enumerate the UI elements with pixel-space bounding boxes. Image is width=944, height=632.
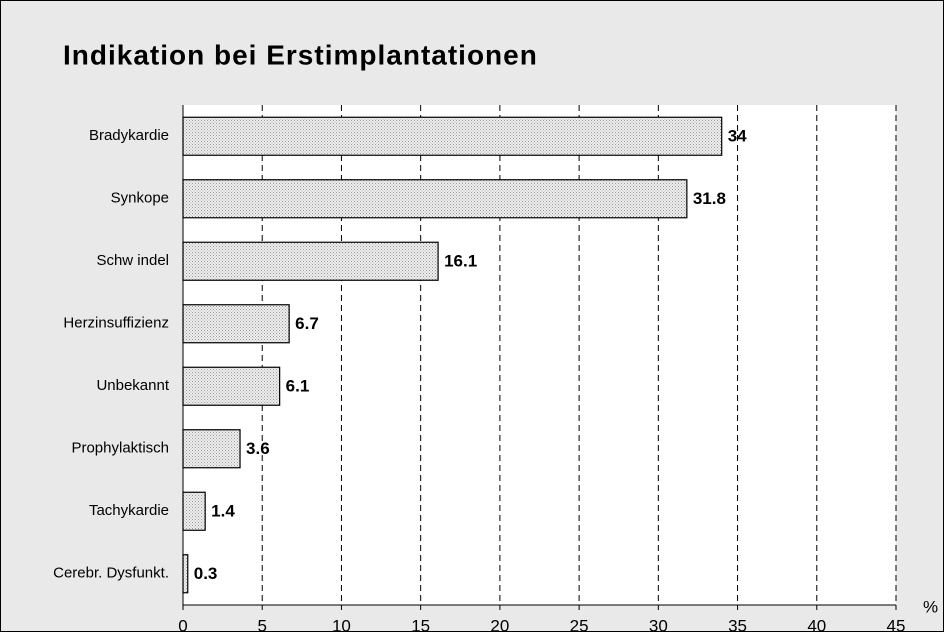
y-tick-label: Synkope: [111, 190, 169, 207]
chart-title: Indikation bei Erstimplantationen: [63, 39, 538, 70]
y-tick-label: Bradykardie: [89, 127, 169, 144]
y-tick-label: Schw indel: [96, 252, 169, 269]
bar: [182, 429, 241, 469]
bar: [182, 491, 206, 531]
x-tick-label: 5: [257, 616, 266, 632]
x-tick-label: 20: [490, 616, 509, 632]
x-tick-label: 35: [728, 616, 747, 632]
bar: [182, 554, 189, 594]
bar: [182, 241, 439, 281]
x-tick-label: 15: [411, 616, 430, 632]
value-label: 34: [728, 127, 747, 146]
value-label: 6.1: [286, 377, 310, 396]
y-tick-label: Cerebr. Dysfunkt.: [53, 565, 169, 582]
bar: [182, 366, 281, 406]
value-label: 16.1: [444, 252, 477, 271]
x-axis-label: %: [923, 597, 938, 616]
bar: [182, 304, 290, 344]
x-tick-label: 30: [649, 616, 668, 632]
value-label: 0.3: [194, 564, 218, 583]
x-tick-label: 0: [178, 616, 187, 632]
value-label: 3.6: [246, 439, 270, 458]
y-tick-label: Unbekannt: [96, 377, 169, 394]
value-label: 1.4: [211, 502, 235, 521]
x-tick-label: 10: [332, 616, 351, 632]
bar: [182, 179, 688, 219]
y-tick-label: Tachykardie: [89, 502, 169, 519]
x-tick-label: 40: [807, 616, 826, 632]
value-label: 6.7: [295, 314, 319, 333]
y-tick-label: Prophylaktisch: [71, 440, 169, 457]
bar: [182, 116, 723, 156]
x-tick-label: 45: [887, 616, 906, 632]
value-label: 31.8: [693, 189, 726, 208]
y-tick-label: Herzinsuffizienz: [63, 315, 169, 332]
x-tick-label: 25: [570, 616, 589, 632]
